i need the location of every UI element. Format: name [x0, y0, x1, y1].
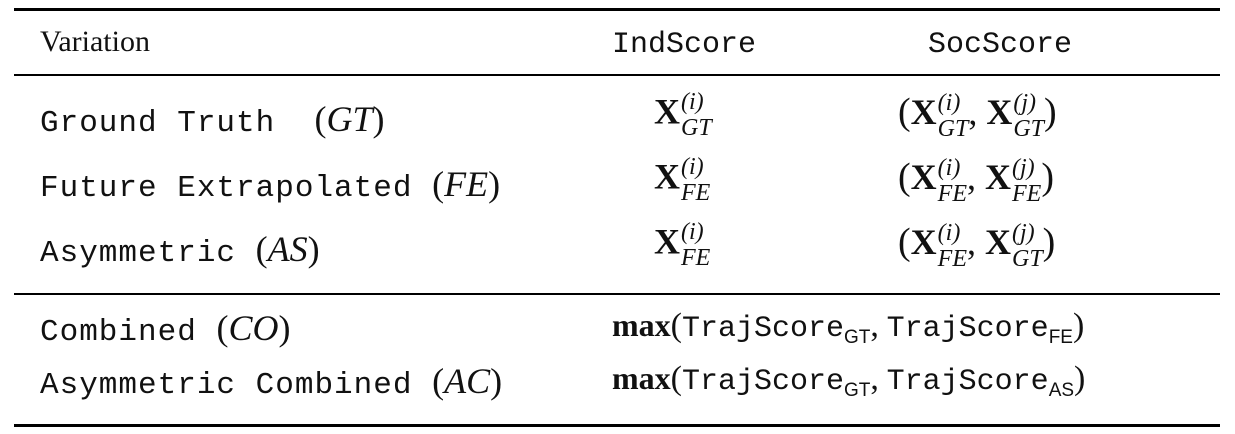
row-abbr: FE	[444, 164, 489, 204]
row-name: Combined	[40, 315, 197, 350]
header-rule	[14, 74, 1220, 76]
section-rule	[14, 293, 1220, 295]
asymmetric-combined-formula: max(TrajScoreGT, TrajScoreAS)	[612, 360, 1086, 401]
top-rule	[14, 8, 1220, 11]
indscore-future-extrapolated: X (i) FE	[654, 154, 711, 206]
row-abbr: AC	[444, 361, 491, 401]
combined-formula: max(TrajScoreGT, TrajScoreFE)	[612, 307, 1085, 348]
header-indscore: IndScore	[612, 28, 757, 62]
row-name: Asymmetric Combined	[40, 368, 413, 403]
row-label-asymmetric: Asymmetric (AS)	[40, 229, 320, 271]
row-name: Ground Truth	[40, 106, 276, 141]
header-socscore: SocScore	[928, 28, 1073, 62]
row-label-ground-truth: Ground Truth (GT)	[40, 99, 385, 141]
row-label-asymmetric-combined: Asymmetric Combined (AC)	[40, 361, 503, 403]
indscore-ground-truth: X (i) GT	[654, 89, 712, 141]
indscore-asymmetric: X (i) FE	[654, 219, 711, 271]
socscore-asymmetric: (X (i) FE, X (j) GT)	[898, 219, 1056, 272]
row-name: Future Extrapolated	[40, 171, 413, 206]
socscore-future-extrapolated: (X (i) FE, X (j) FE)	[898, 154, 1054, 207]
bottom-rule	[14, 424, 1220, 427]
row-label-future-extrapolated: Future Extrapolated (FE)	[40, 164, 501, 206]
socscore-ground-truth: (X (i) GT, X (j) GT)	[898, 89, 1057, 142]
row-abbr: CO	[228, 308, 279, 348]
row-name: Asymmetric	[40, 236, 237, 271]
row-label-combined: Combined (CO)	[40, 308, 291, 350]
header-variation: Variation	[40, 25, 150, 58]
row-abbr: AS	[267, 229, 308, 269]
row-abbr: GT	[326, 99, 373, 139]
